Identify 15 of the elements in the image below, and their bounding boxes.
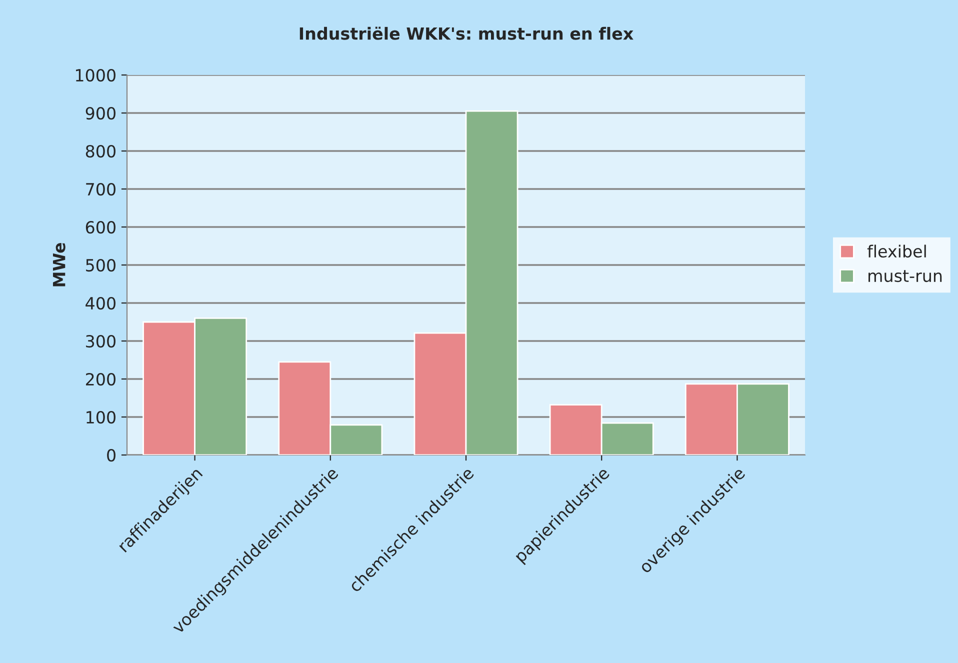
y-axis-title: MWe: [52, 242, 66, 286]
y-tick-label: 200: [86, 372, 116, 386]
y-tick-label: 700: [86, 182, 116, 196]
y-tick-label: 1000: [76, 68, 116, 82]
y-tick-label: 500: [86, 258, 116, 272]
y-tick-label: 600: [86, 220, 116, 234]
legend-label: must-run: [868, 270, 942, 282]
chart-title: Industriële WKK's: must-run en flex: [300, 26, 634, 40]
y-tick-label: 0: [107, 448, 116, 462]
y-tick-label: 100: [86, 410, 116, 424]
y-tick-label: 900: [86, 106, 116, 120]
y-tick-label: 300: [86, 334, 116, 348]
legend-label: flexibel: [867, 244, 926, 258]
y-tick-label: 400: [86, 296, 116, 310]
y-tick-label: 800: [86, 144, 116, 158]
